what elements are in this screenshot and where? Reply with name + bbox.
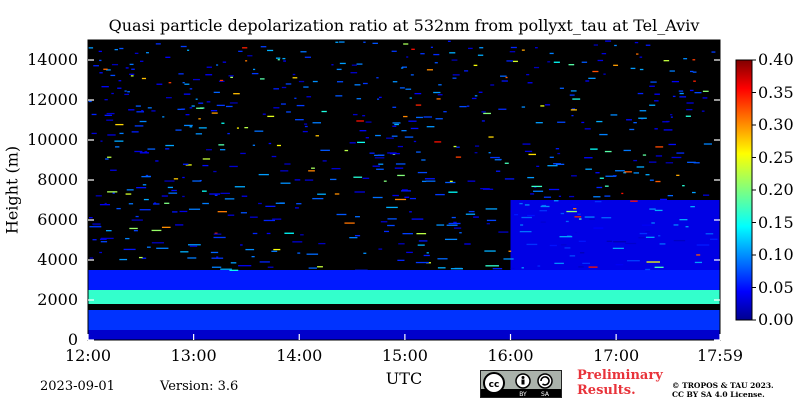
- x-tick-label: 12:00: [64, 346, 112, 365]
- colorbar-tick-label: 0.40: [758, 50, 794, 69]
- chart-title: Quasi particle depolarization ratio at 5…: [108, 16, 700, 35]
- version-text: Version: 3.6: [160, 379, 239, 394]
- cc-license-badge: cc BY SA: [480, 370, 562, 398]
- plot-frame: [87, 39, 721, 341]
- preliminary-line-1: Preliminary: [577, 368, 663, 383]
- x-tick-label: 16:00: [487, 346, 534, 365]
- colorbar-tick-label: 0.10: [758, 245, 794, 264]
- copyright-notice: © TROPOS & TAU 2023. CC BY SA 4.0 Licens…: [672, 381, 774, 399]
- copyright-line-1: © TROPOS & TAU 2023.: [672, 381, 774, 390]
- y-tick-label: 4000: [37, 250, 78, 269]
- colorbar-tick-label: 0.05: [758, 277, 794, 297]
- y-tick-label: 6000: [37, 210, 78, 229]
- y-tick-label: 10000: [27, 130, 78, 149]
- colorbar-tick-label: 0.25: [758, 147, 794, 167]
- cc-badge-icon: cc BY SA: [481, 371, 561, 398]
- colorbar: [735, 59, 753, 321]
- date-text: 2023-09-01: [40, 379, 115, 394]
- heatmap-layer-3: [88, 270, 720, 290]
- heatmap-layer-1: [88, 310, 720, 330]
- y-tick-label: 2000: [37, 290, 78, 309]
- heatmap-layer-2: [88, 290, 720, 304]
- x-tick-label: 13:00: [170, 346, 217, 365]
- x-tick-label: 15:00: [381, 346, 428, 365]
- y-tick-label: 12000: [27, 90, 78, 109]
- x-tick-label: 17:00: [593, 346, 640, 365]
- y-tick-label: 8000: [37, 170, 78, 189]
- copyright-line-2: CC BY SA 4.0 License.: [672, 390, 765, 399]
- x-tick-label: 17:59: [696, 346, 744, 365]
- colorbar-tick-label: 0.15: [758, 212, 794, 232]
- sa-text: SA: [541, 391, 550, 397]
- x-axis-label: UTC: [385, 369, 423, 388]
- preliminary-notice: Preliminary Results.: [577, 368, 663, 398]
- heatmap-layer-0: [88, 330, 720, 340]
- y-tick-label: 14000: [27, 50, 78, 69]
- colorbar-tick-label: 0.30: [758, 115, 794, 134]
- preliminary-line-2: Results.: [577, 383, 636, 398]
- by-text: BY: [519, 391, 527, 397]
- noise-speckles: [88, 40, 718, 271]
- colorbar-tick-label: 0.00: [758, 310, 794, 329]
- heatmap-layer-4: [510, 200, 720, 270]
- cc-text: cc: [489, 380, 500, 390]
- y-tick-label: 0: [67, 330, 78, 349]
- colorbar-tick-label: 0.35: [758, 82, 794, 102]
- colorbar-tick-label: 0.20: [758, 180, 794, 199]
- x-tick-label: 14:00: [276, 346, 323, 365]
